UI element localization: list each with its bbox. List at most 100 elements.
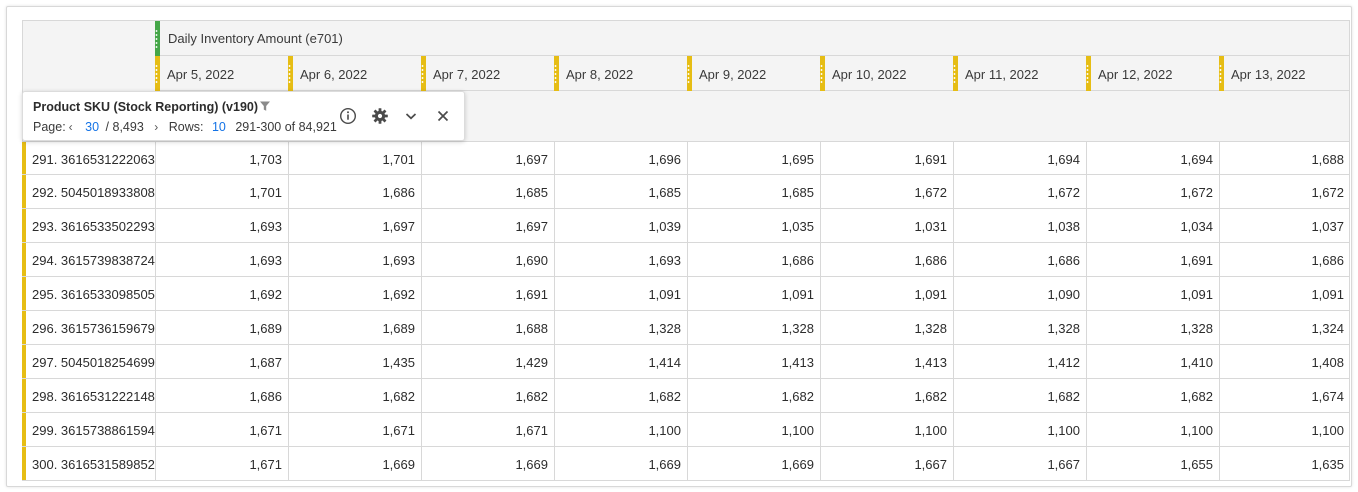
- table-cell[interactable]: 1,100: [687, 413, 820, 446]
- table-cell[interactable]: 1,100: [1219, 413, 1350, 446]
- table-cell[interactable]: 1,703: [155, 142, 288, 175]
- date-drag-handle[interactable]: [953, 56, 958, 91]
- table-cell[interactable]: 1,682: [288, 379, 421, 412]
- table-cell[interactable]: 1,689: [288, 311, 421, 344]
- table-cell[interactable]: 1,672: [820, 175, 953, 208]
- table-cell[interactable]: 1,039: [554, 209, 687, 242]
- date-column-header[interactable]: Apr 11, 2022: [953, 56, 1086, 91]
- table-cell[interactable]: 1,691: [1086, 243, 1219, 276]
- date-drag-handle[interactable]: [687, 56, 692, 91]
- table-cell[interactable]: 1,686: [288, 175, 421, 208]
- table-cell[interactable]: 1,669: [288, 447, 421, 480]
- row-dimension-label[interactable]: 300. 3616531589852: [32, 457, 155, 472]
- table-cell[interactable]: 1,035: [687, 209, 820, 242]
- table-cell[interactable]: 1,672: [1086, 175, 1219, 208]
- page-current-input[interactable]: 30: [85, 120, 100, 134]
- table-cell[interactable]: 1,686: [820, 243, 953, 276]
- table-cell[interactable]: 1,694: [953, 142, 1086, 175]
- table-cell[interactable]: 1,685: [421, 175, 554, 208]
- chevron-down-icon[interactable]: [400, 105, 422, 127]
- table-cell[interactable]: 1,100: [1086, 413, 1219, 446]
- row-dimension-label[interactable]: 297. 5045018254699: [32, 355, 155, 370]
- table-cell[interactable]: 1,694: [1086, 142, 1219, 175]
- date-column-header[interactable]: Apr 13, 2022: [1219, 56, 1350, 91]
- table-cell[interactable]: 1,100: [820, 413, 953, 446]
- table-cell[interactable]: 1,697: [421, 142, 554, 175]
- metric-drag-handle[interactable]: [155, 21, 160, 56]
- dimension-title[interactable]: Product SKU (Stock Reporting) (v190): [33, 100, 259, 114]
- table-cell[interactable]: 1,091: [687, 277, 820, 310]
- table-cell[interactable]: 1,667: [953, 447, 1086, 480]
- table-cell[interactable]: 1,672: [953, 175, 1086, 208]
- date-column-header[interactable]: Apr 8, 2022: [554, 56, 687, 91]
- table-cell[interactable]: 1,324: [1219, 311, 1350, 344]
- row-dimension-label[interactable]: 291. 3616531222063: [32, 152, 155, 167]
- table-row[interactable]: 291. 3616531222063 1,703 1,701 1,697 1,696 1,…: [22, 141, 1350, 175]
- chevron-right-icon[interactable]: ›: [154, 120, 159, 134]
- date-drag-handle[interactable]: [820, 56, 825, 91]
- table-cell[interactable]: 1,685: [687, 175, 820, 208]
- chevron-left-icon[interactable]: ‹: [68, 120, 73, 134]
- rows-per-page-select[interactable]: 10: [211, 120, 226, 134]
- table-cell[interactable]: 1,100: [554, 413, 687, 446]
- date-column-header[interactable]: Apr 10, 2022: [820, 56, 953, 91]
- date-column-header[interactable]: Apr 9, 2022: [687, 56, 820, 91]
- table-cell[interactable]: 1,408: [1219, 345, 1350, 378]
- row-dimension-label[interactable]: 292. 5045018933808: [32, 185, 155, 200]
- table-cell[interactable]: 1,635: [1219, 447, 1350, 480]
- metric-column-header[interactable]: Daily Inventory Amount (e701): [155, 21, 1349, 56]
- table-cell[interactable]: 1,696: [554, 142, 687, 175]
- date-drag-handle[interactable]: [288, 56, 293, 91]
- table-cell[interactable]: 1,031: [820, 209, 953, 242]
- table-cell[interactable]: 1,328: [1086, 311, 1219, 344]
- table-cell[interactable]: 1,091: [1086, 277, 1219, 310]
- table-cell[interactable]: 1,669: [687, 447, 820, 480]
- table-row[interactable]: 293. 3616533502293 1,693 1,697 1,697 1,039 1,…: [22, 209, 1350, 243]
- table-row[interactable]: 292. 5045018933808 1,701 1,686 1,685 1,685 1,…: [22, 175, 1350, 209]
- row-dimension-label[interactable]: 299. 3615738861594: [32, 423, 155, 438]
- table-cell[interactable]: 1,682: [1086, 379, 1219, 412]
- table-row[interactable]: 296. 3615736159679 1,689 1,689 1,688 1,328 1,…: [22, 311, 1350, 345]
- table-cell[interactable]: 1,686: [687, 243, 820, 276]
- table-cell[interactable]: 1,691: [421, 277, 554, 310]
- table-cell[interactable]: 1,328: [820, 311, 953, 344]
- row-dimension-label[interactable]: 295. 3616533098505: [32, 287, 155, 302]
- table-cell[interactable]: 1,435: [288, 345, 421, 378]
- table-cell[interactable]: 1,091: [554, 277, 687, 310]
- table-cell[interactable]: 1,672: [1219, 175, 1350, 208]
- table-cell[interactable]: 1,682: [421, 379, 554, 412]
- table-cell[interactable]: 1,429: [421, 345, 554, 378]
- table-cell[interactable]: 1,328: [554, 311, 687, 344]
- table-cell[interactable]: 1,413: [820, 345, 953, 378]
- table-row[interactable]: 295. 3616533098505 1,692 1,692 1,691 1,091 1,…: [22, 277, 1350, 311]
- table-cell[interactable]: 1,691: [820, 142, 953, 175]
- table-cell[interactable]: 1,693: [155, 243, 288, 276]
- table-cell[interactable]: 1,693: [554, 243, 687, 276]
- table-cell[interactable]: 1,697: [421, 209, 554, 242]
- table-cell[interactable]: 1,682: [554, 379, 687, 412]
- table-cell[interactable]: 1,034: [1086, 209, 1219, 242]
- table-cell[interactable]: 1,686: [155, 379, 288, 412]
- table-row[interactable]: 294. 3615739838724 1,693 1,693 1,690 1,693 1,…: [22, 243, 1350, 277]
- table-cell[interactable]: 1,682: [687, 379, 820, 412]
- date-drag-handle[interactable]: [421, 56, 426, 91]
- date-column-header[interactable]: Apr 12, 2022: [1086, 56, 1219, 91]
- table-cell[interactable]: 1,090: [953, 277, 1086, 310]
- table-cell[interactable]: 1,674: [1219, 379, 1350, 412]
- table-cell[interactable]: 1,693: [288, 243, 421, 276]
- table-cell[interactable]: 1,693: [155, 209, 288, 242]
- table-cell[interactable]: 1,669: [421, 447, 554, 480]
- table-cell[interactable]: 1,091: [820, 277, 953, 310]
- row-dimension-label[interactable]: 293. 3616533502293: [32, 219, 155, 234]
- table-cell[interactable]: 1,682: [953, 379, 1086, 412]
- table-cell[interactable]: 1,686: [1219, 243, 1350, 276]
- table-cell[interactable]: 1,689: [155, 311, 288, 344]
- table-cell[interactable]: 1,697: [288, 209, 421, 242]
- table-cell[interactable]: 1,671: [155, 447, 288, 480]
- table-cell[interactable]: 1,686: [953, 243, 1086, 276]
- table-cell[interactable]: 1,414: [554, 345, 687, 378]
- table-cell[interactable]: 1,669: [554, 447, 687, 480]
- row-dimension-label[interactable]: 296. 3615736159679: [32, 321, 155, 336]
- gear-icon[interactable]: [369, 105, 391, 127]
- filter-icon[interactable]: [259, 100, 271, 112]
